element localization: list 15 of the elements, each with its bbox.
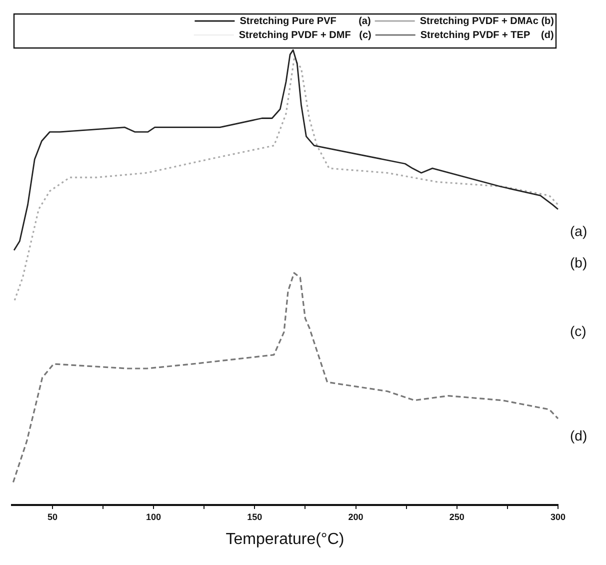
- legend-label: Stretching Pure PVF (a): [240, 16, 371, 27]
- x-axis-title: Temperature(°C): [226, 530, 344, 548]
- x-tick-label: 50: [47, 512, 58, 522]
- x-tick-label: 300: [550, 512, 566, 522]
- text: (d): [570, 428, 588, 444]
- legend-label: Stretching PVDF + DMAc (b): [420, 16, 554, 27]
- x-tick-label: 100: [146, 512, 162, 522]
- x-tick-label: 250: [449, 512, 464, 522]
- legend-label: Stretching PVDF + TEP (d): [420, 30, 554, 41]
- x-tick-label: 200: [348, 512, 364, 522]
- text: (a): [570, 222, 588, 239]
- x-tick-label: 150: [247, 512, 262, 522]
- legend-label: Stretching PVDF + DMF (c): [238, 30, 372, 41]
- text: (b): [570, 254, 588, 271]
- text: (c): [570, 322, 586, 339]
